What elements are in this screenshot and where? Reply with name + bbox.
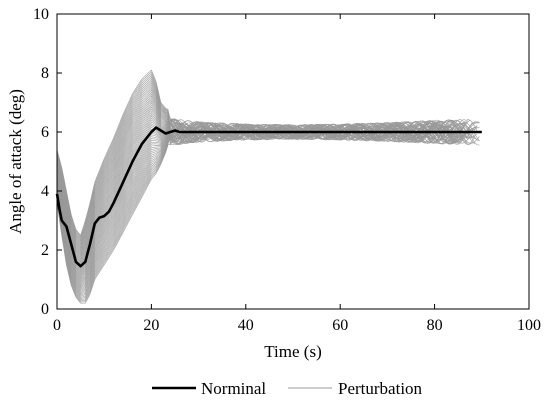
- y-tick-label: 8: [41, 65, 49, 82]
- perturbation-series: [56, 69, 482, 304]
- perturbation-trace: [56, 73, 457, 239]
- perturbation-trace: [56, 121, 466, 280]
- x-axis-title: Time (s): [264, 342, 321, 361]
- x-tick-label: 100: [517, 317, 541, 334]
- x-tick-label: 80: [427, 317, 443, 334]
- x-axis: 0 20 40 60 80 100: [53, 14, 541, 334]
- perturbation-trace: [56, 102, 480, 257]
- legend: Norminal Perturbation: [152, 379, 423, 398]
- x-tick-label: 0: [53, 317, 61, 334]
- y-tick-label: 10: [33, 6, 49, 23]
- y-axis: 0 2 4 6 8 10: [33, 6, 529, 318]
- y-tick-label: 2: [41, 242, 49, 259]
- y-axis-title: Angle of attack (deg): [6, 89, 25, 234]
- y-tick-label: 4: [41, 183, 49, 200]
- y-tick-label: 6: [41, 124, 49, 141]
- x-tick-label: 40: [238, 317, 254, 334]
- nominal-series: [55, 126, 482, 268]
- legend-label-nominal: Norminal: [201, 379, 266, 398]
- x-tick-label: 60: [332, 317, 348, 334]
- legend-label-perturbation: Perturbation: [338, 379, 423, 398]
- x-tick-label: 20: [143, 317, 159, 334]
- nominal-line: [55, 126, 482, 268]
- y-tick-label: 0: [41, 301, 49, 318]
- perturbation-trace: [56, 76, 480, 241]
- plot-frame: [56, 13, 530, 310]
- perturbation-trace: [56, 78, 459, 242]
